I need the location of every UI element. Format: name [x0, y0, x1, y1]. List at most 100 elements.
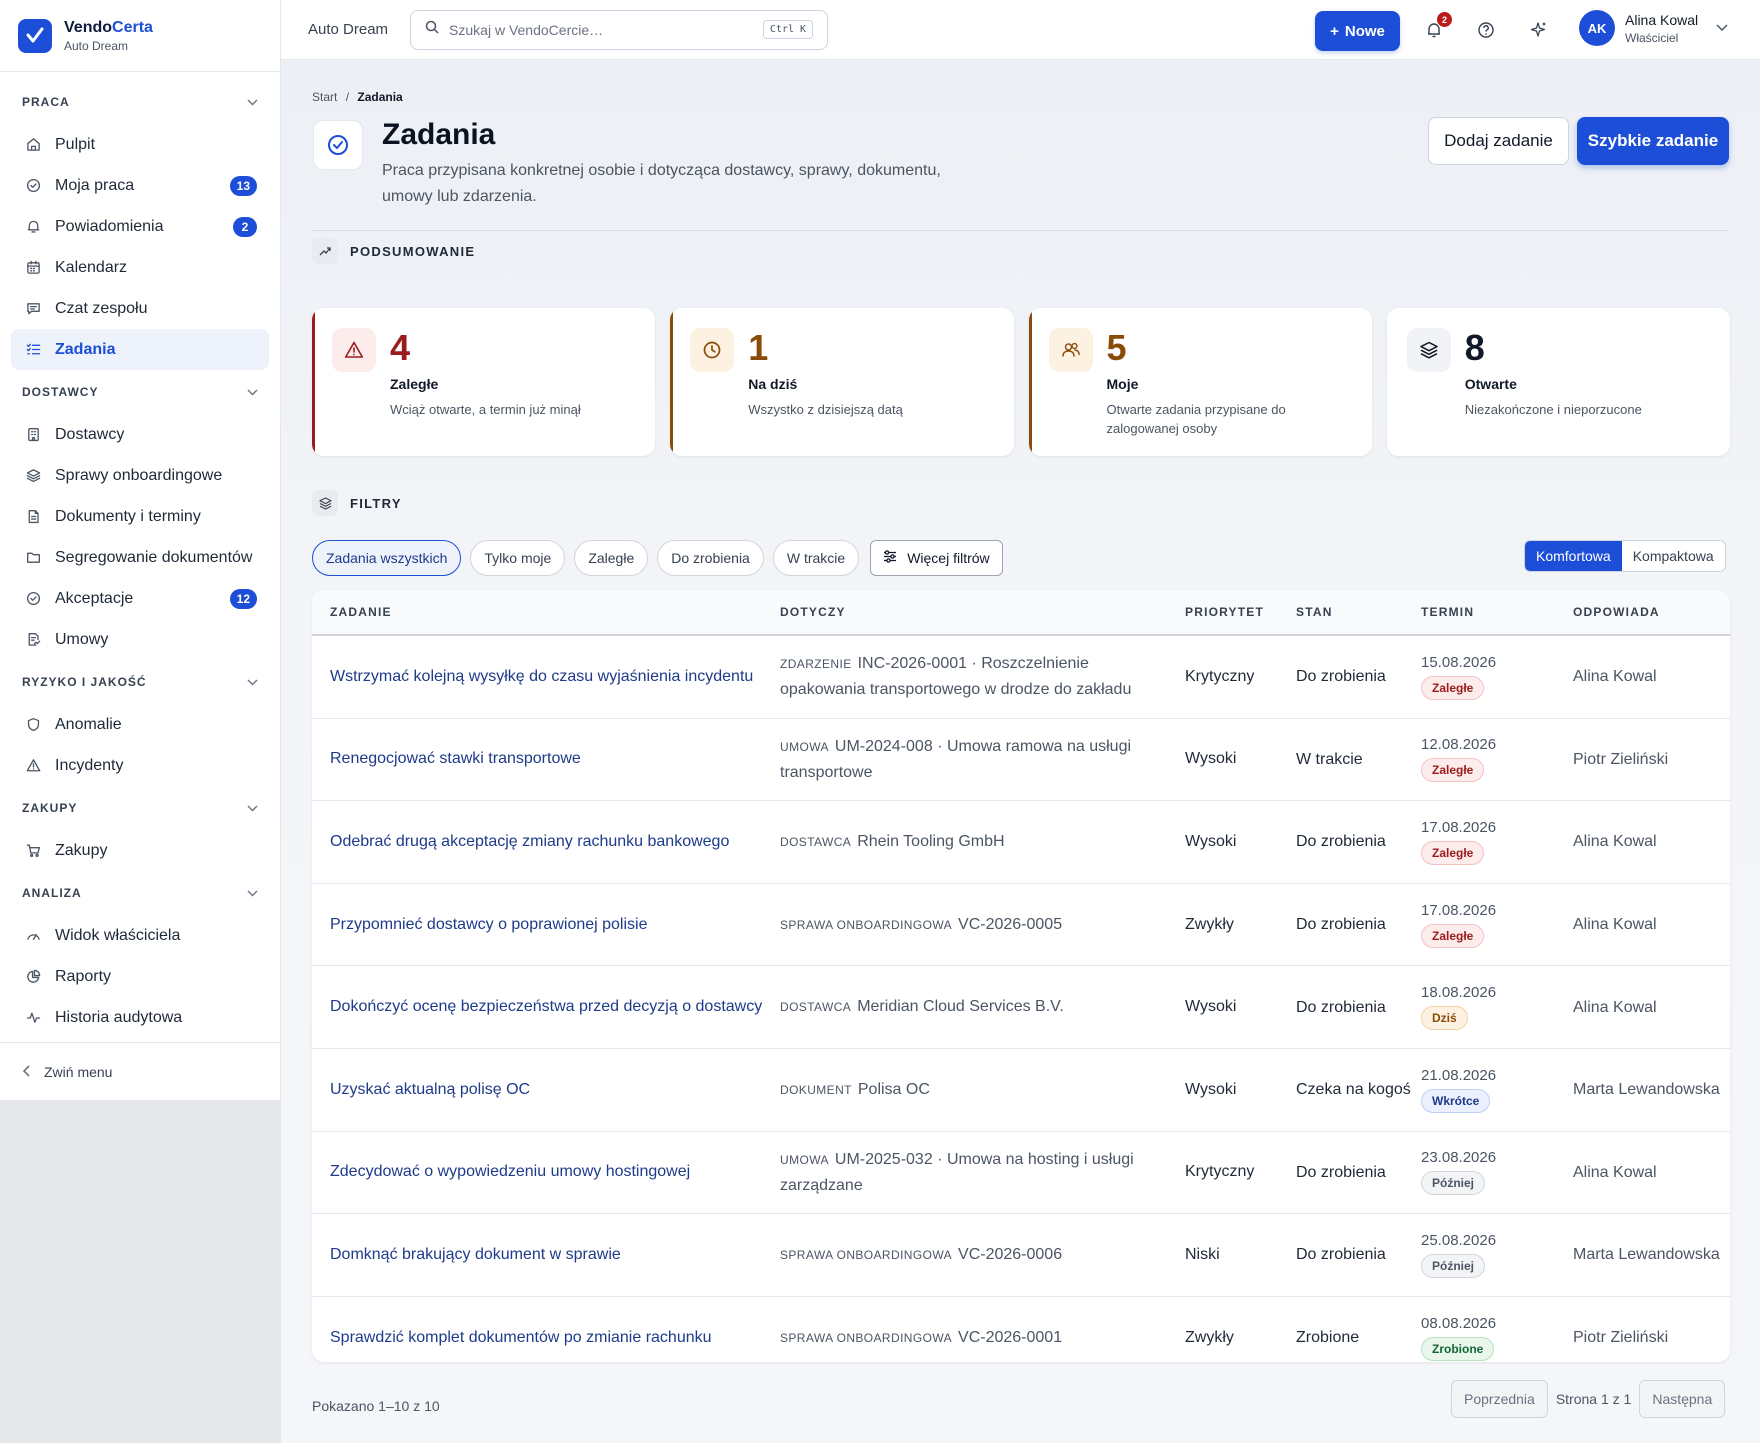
- nav-section-header[interactable]: DOSTAWCY: [11, 370, 269, 414]
- sidebar-item-umowy[interactable]: Umowy: [11, 619, 269, 660]
- sidebar-item-sprawy-onboardingowe[interactable]: Sprawy onboardingowe: [11, 455, 269, 496]
- table-row[interactable]: Renegocjować stawki transportowe UMOWA UM-…: [312, 719, 1730, 802]
- density-compact[interactable]: Kompaktowa: [1632, 548, 1714, 564]
- table-row[interactable]: Odebrać drugą akceptację zmiany rachunku…: [312, 801, 1730, 884]
- table-row[interactable]: Zdecydować o wypowiedzeniu umowy hosting…: [312, 1132, 1730, 1215]
- nav-section-header[interactable]: ANALIZA: [11, 871, 269, 915]
- column-header[interactable]: PRIORYTET: [1185, 605, 1265, 619]
- notifications-button[interactable]: 2: [1422, 12, 1452, 42]
- sidebar-item-incydenty[interactable]: Incydenty: [11, 745, 269, 786]
- sidebar-item-label: Pulpit: [55, 135, 96, 153]
- relation-link[interactable]: VC-2026-0001: [958, 1328, 1063, 1346]
- task-link[interactable]: Dokończyć ocenę bezpieczeństwa przed dec…: [330, 998, 763, 1016]
- sidebar-item-anomalie[interactable]: Anomalie: [11, 704, 269, 745]
- task-link[interactable]: Uzyskać aktualną polisę OC: [330, 1080, 531, 1098]
- due-date: 15.08.2026: [1421, 653, 1497, 671]
- sidebar-item-pulpit[interactable]: Pulpit: [11, 124, 269, 165]
- filter-chip[interactable]: Tylko moje: [470, 540, 566, 576]
- search-input[interactable]: Szukaj w VendoCercie… Ctrl K: [410, 9, 829, 50]
- breadcrumb-separator: /: [345, 90, 350, 104]
- column-header[interactable]: TERMIN: [1421, 605, 1475, 619]
- ai-assistant-button[interactable]: [1527, 18, 1551, 42]
- task-link[interactable]: Wstrzymać kolejną wysyłkę do czasu wyjaś…: [330, 667, 754, 685]
- relation-link[interactable]: VC-2026-0005: [958, 915, 1063, 933]
- relation-link[interactable]: UM-2024-008 · Umowa ramowa na usługi tra…: [780, 737, 1132, 781]
- sidebar-item-widok-wlasciciela[interactable]: Widok właściciela: [11, 915, 269, 956]
- sidebar-item-dostawcy[interactable]: Dostawcy: [11, 414, 269, 455]
- task-link[interactable]: Zdecydować o wypowiedzeniu umowy hosting…: [330, 1163, 691, 1181]
- filter-chip[interactable]: Zaległe: [574, 540, 649, 576]
- task-link[interactable]: Przypomnieć dostawcy o poprawionej polis…: [330, 915, 648, 933]
- summary-card[interactable]: 5 Moje Otwarte zadania przypisane do zalog…: [1028, 308, 1372, 456]
- sliders-icon: [883, 550, 897, 566]
- count-badge: 2: [233, 216, 257, 237]
- table-row[interactable]: Uzyskać aktualną polisę OC DOKUMENT Polisa…: [312, 1049, 1730, 1132]
- brand[interactable]: VendoCerta Auto Dream: [0, 0, 280, 72]
- density-comfortable[interactable]: Komfortowa: [1525, 541, 1622, 571]
- building-icon: [25, 427, 41, 443]
- relation-link[interactable]: Meridian Cloud Services B.V.: [857, 998, 1064, 1016]
- sidebar-item-historia-audytowa[interactable]: Historia audytowa: [11, 997, 269, 1038]
- summary-card[interactable]: 1 Na dziś Wszystko z dzisiejszą datą: [670, 308, 1014, 456]
- home-icon: [25, 137, 41, 153]
- user-menu[interactable]: AK Alina Kowal Właściciel: [1579, 10, 1728, 46]
- sidebar-item-powiadomienia[interactable]: Powiadomienia 2: [11, 206, 269, 247]
- relation-link[interactable]: Polisa OC: [857, 1080, 930, 1098]
- column-header[interactable]: STAN: [1296, 605, 1333, 619]
- priority: Zwykły: [1185, 1328, 1234, 1346]
- task-link[interactable]: Renegocjować stawki transportowe: [330, 750, 581, 768]
- breadcrumb: Start / Zadania: [312, 90, 403, 104]
- summary-card[interactable]: 4 Zaległe Wciąż otwarte, a termin już miną…: [312, 308, 656, 456]
- owner: Alina Kowal: [1573, 1163, 1657, 1181]
- table-row[interactable]: Domknąć brakujący dokument w sprawie SPRA…: [312, 1214, 1730, 1297]
- table-row[interactable]: Sprawdzić komplet dokumentów po zmianie …: [312, 1297, 1730, 1362]
- sidebar-item-dokumenty-i-terminy[interactable]: Dokumenty i terminy: [11, 496, 269, 537]
- nav-section-header[interactable]: RYZYKO I JAKOŚĆ: [11, 660, 269, 704]
- sidebar-item-moja-praca[interactable]: Moja praca 13: [11, 165, 269, 206]
- table-row[interactable]: Dokończyć ocenę bezpieczeństwa przed dec…: [312, 966, 1730, 1049]
- relation-link[interactable]: INC-2026-0001 · Roszczelnienie opakowani…: [780, 655, 1132, 699]
- table-row[interactable]: Wstrzymać kolejną wysyłkę do czasu wyjaś…: [312, 636, 1730, 719]
- table-row[interactable]: Przypomnieć dostawcy o poprawionej polis…: [312, 884, 1730, 967]
- bell-icon: [1428, 23, 1440, 38]
- more-filters-button[interactable]: Więcej filtrów: [870, 540, 1003, 576]
- sidebar-item-raporty[interactable]: Raporty: [11, 956, 269, 997]
- tenant-name[interactable]: Auto Dream: [308, 21, 389, 38]
- priority: Wysoki: [1185, 1080, 1237, 1098]
- next-page-button[interactable]: Następna: [1639, 1380, 1726, 1418]
- column-header[interactable]: DOTYCZY: [780, 605, 846, 619]
- count-badge: 12: [229, 588, 257, 609]
- relation-type: DOSTAWCA: [780, 834, 852, 849]
- filter-chip[interactable]: Zadania wszystkich: [312, 540, 462, 576]
- sidebar-item-czat-zespolu[interactable]: Czat zespołu: [11, 288, 269, 329]
- column-header[interactable]: ODPOWIADA: [1573, 605, 1660, 619]
- filter-chip[interactable]: Do zrobienia: [657, 540, 764, 576]
- due-status-badge: Zaległe: [1421, 758, 1485, 783]
- collapse-menu-button[interactable]: Zwiń menu: [0, 1042, 280, 1100]
- breadcrumb-start[interactable]: Start: [312, 90, 338, 104]
- filter-chip[interactable]: W trakcie: [772, 540, 860, 576]
- relation-link[interactable]: Rhein Tooling GmbH: [857, 832, 1005, 850]
- status: Do zrobienia: [1296, 1163, 1386, 1181]
- sidebar-item-akceptacje[interactable]: Akceptacje 12: [11, 578, 269, 619]
- summary-card[interactable]: 8 Otwarte Niezakończone i nieporzucone: [1386, 308, 1730, 456]
- prev-page-button[interactable]: Poprzednia: [1451, 1380, 1548, 1418]
- sidebar-item-segregowanie-dokumentow[interactable]: Segregowanie dokumentów: [11, 537, 269, 578]
- relation-link[interactable]: VC-2026-0006: [958, 1245, 1063, 1263]
- document-icon: [25, 509, 41, 525]
- sidebar-item-zadania[interactable]: Zadania: [11, 329, 269, 370]
- task-link[interactable]: Domknąć brakujący dokument w sprawie: [330, 1245, 621, 1263]
- nav-section-header[interactable]: ZAKUPY: [11, 786, 269, 830]
- column-header[interactable]: ZADANIE: [330, 605, 392, 619]
- sidebar-item-kalendarz[interactable]: Kalendarz: [11, 247, 269, 288]
- relation-link[interactable]: UM-2025-032 · Umowa na hosting i usługi …: [780, 1150, 1134, 1194]
- nav-section-header[interactable]: PRACA: [11, 80, 269, 124]
- search-shortcut: Ctrl K: [762, 20, 814, 39]
- new-button[interactable]: + Nowe: [1315, 11, 1400, 51]
- quick-task-button[interactable]: Szybkie zadanie: [1577, 117, 1729, 165]
- help-button[interactable]: [1474, 18, 1498, 42]
- add-task-button[interactable]: Dodaj zadanie: [1428, 117, 1569, 165]
- task-link[interactable]: Odebrać drugą akceptację zmiany rachunku…: [330, 832, 730, 850]
- task-link[interactable]: Sprawdzić komplet dokumentów po zmianie …: [330, 1328, 712, 1346]
- sidebar-item-zakupy[interactable]: Zakupy: [11, 830, 269, 871]
